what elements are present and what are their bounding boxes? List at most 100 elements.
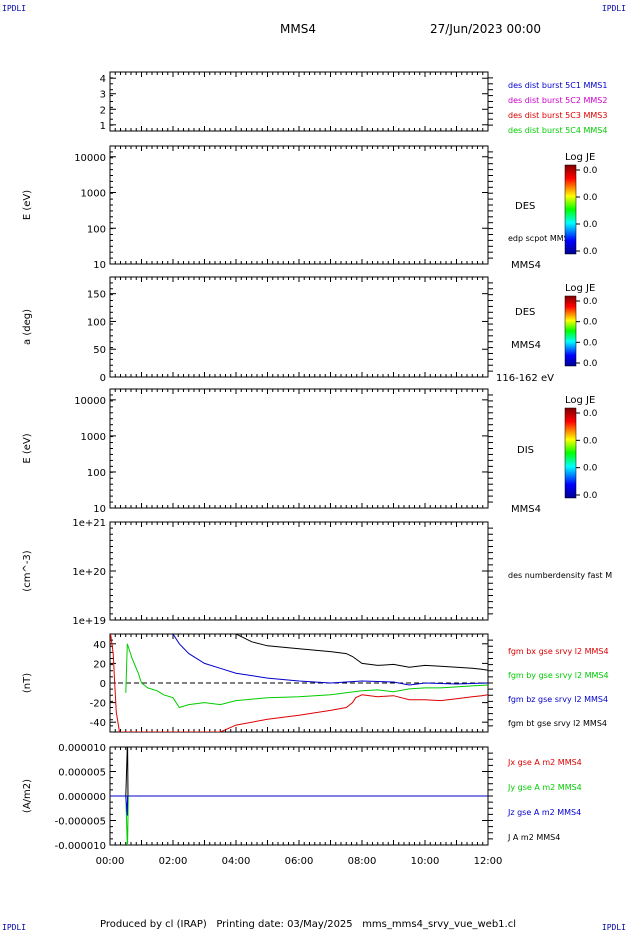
panel-2-ytick-label: 10 (93, 260, 106, 271)
panel-6-series-3 (172, 634, 488, 686)
panel-5-ytick-label: 1e+21 (72, 518, 106, 529)
panel-7-ylabel: (A/m2) (22, 779, 33, 813)
header-spacecraft: MMS4 (280, 22, 316, 36)
panel-5-legend-1: des numberdensity fast M (508, 571, 612, 580)
panel-3-colorbar-label: Log JE (565, 283, 595, 294)
corner-label-bottom-right: IPDLI (601, 923, 626, 932)
panel-3-side-label-2: MMS4 (511, 340, 541, 351)
panel-5-ylabel: (cm^-3) (22, 550, 33, 591)
panel-3-ytick-label: 100 (87, 317, 106, 328)
panel-2-ylabel: E (eV) (22, 190, 33, 220)
panel-4-ytick-label: 10 (93, 504, 106, 515)
header-date: 27/Jun/2023 00:00 (430, 22, 542, 36)
panel-6-series-4 (235, 634, 488, 671)
xtick-label: 00:00 (96, 856, 125, 867)
xtick-label: 04:00 (222, 856, 251, 867)
panel-3-colorbar-tick-label: 0.0 (583, 338, 598, 348)
panel-2-colorbar-label: Log JE (565, 152, 595, 163)
panel-7-legend-3: Jz gse A m2 MMS4 (507, 808, 581, 817)
panel-4-colorbar-label: Log JE (565, 395, 595, 406)
panel-2-colorbar-tick-label: 0.0 (583, 220, 598, 230)
panel-4-ytick-label: 100 (87, 468, 106, 479)
panel-1-legend-3: des dist burst 5C3 MMS3 (508, 111, 607, 120)
xtick-label: 02:00 (159, 856, 188, 867)
panel-4-side-label-2: MMS4 (511, 504, 541, 515)
panel-2-ytick-label: 10000 (74, 153, 106, 164)
panel-7-ytick-label: 0.000005 (58, 768, 106, 779)
panel-1-ytick-label: 4 (100, 74, 106, 85)
corner-label-bottom-left: IPDLI (2, 923, 27, 932)
panel-4-colorbar-tick-label: 0.0 (583, 436, 598, 446)
panel-7-ytick-label: 0.000010 (58, 743, 106, 754)
panel-5-frame (109, 521, 489, 621)
panel-6-series-1 (110, 634, 488, 732)
xtick-label: 10:00 (411, 856, 440, 867)
panel-2-side-label-1: DES (515, 201, 535, 212)
panel-3-ytick-label: 150 (87, 290, 106, 301)
panel-2-colorbar-tick-label: 0.0 (583, 166, 598, 176)
footer-text: Produced by cl (IRAP) Printing date: 03/… (100, 919, 517, 930)
panel-6-legend-1: fgm bx gse srvy l2 MMS4 (508, 647, 609, 656)
panel-1-legend-1: des dist burst 5C1 MMS1 (508, 81, 607, 90)
panel-7-ytick-label: -0.000005 (55, 817, 106, 828)
panel-6-ytick-label: 0 (100, 679, 106, 690)
panel-5-ytick-label: 1e+19 (72, 616, 106, 627)
xtick-label: 12:00 (474, 856, 503, 867)
panel-4-ytick-label: 1000 (81, 432, 106, 443)
panel-7-ytick-label: 0.000000 (58, 792, 106, 803)
xtick-label: 08:00 (348, 856, 377, 867)
panel-4-colorbar (564, 407, 577, 499)
panel-3-ytick-label: 50 (93, 345, 106, 356)
panel-3-colorbar-tick-label: 0.0 (583, 359, 598, 369)
panel-2-colorbar (564, 164, 577, 255)
panel-3-colorbar-tick-label: 0.0 (583, 318, 598, 328)
panel-7-legend-4: J A m2 MMS4 (507, 833, 560, 842)
xtick-label: 06:00 (285, 856, 314, 867)
panel-3-frame (109, 276, 489, 378)
panel-3-colorbar-tick-label: 0.0 (583, 297, 598, 307)
panel-4-frame (109, 388, 489, 509)
panel-1-frame (109, 71, 489, 132)
panel-2-frame (109, 145, 489, 265)
panel-2-colorbar-tick-label: 0.0 (583, 247, 598, 257)
panel-3-side-label-1: DES (515, 307, 535, 318)
panel-6-ytick-label: -40 (90, 718, 106, 729)
panel-3-ylabel: a (deg) (22, 309, 33, 345)
panel-6-series-2 (125, 643, 488, 709)
panel-2-side-label-2: edp scpot MMS4 (508, 234, 574, 243)
panel-7-legend-2: Jy gse A m2 MMS4 (507, 783, 582, 792)
panel-4-ytick-label: 10000 (74, 396, 106, 407)
panel-4-colorbar-tick-label: 0.0 (583, 491, 598, 501)
panel-3-colorbar (564, 295, 577, 367)
panel-3-ytick-label: 0 (100, 373, 106, 384)
panel-4-colorbar-tick-label: 0.0 (583, 409, 598, 419)
panel-4-colorbar-tick-label: 0.0 (583, 464, 598, 474)
panel-1-ytick-label: 3 (100, 90, 106, 101)
panel-1-legend-2: des dist burst 5C2 MMS2 (508, 96, 607, 105)
panel-6-legend-3: fgm bz gse srvy l2 MMS4 (508, 695, 608, 704)
panel-6-ytick-label: 20 (93, 659, 106, 670)
panel-4-ylabel: E (eV) (22, 433, 33, 463)
panel-2-ytick-label: 100 (87, 224, 106, 235)
panel-3-side-label-3: 116-162 eV (496, 373, 554, 384)
panel-2-colorbar-tick-label: 0.0 (583, 193, 598, 203)
panel-6-ytick-label: 40 (93, 640, 106, 651)
panel-7-legend-1: Jx gse A m2 MMS4 (507, 758, 582, 767)
corner-label-top-left: IPDLI (2, 4, 27, 13)
panel-1-ytick-label: 2 (100, 105, 106, 116)
panel-4-side-label-1: DIS (517, 445, 534, 456)
panel-1-ytick-label: 1 (100, 121, 106, 132)
panel-7-ytick-label: -0.000010 (55, 841, 106, 852)
panel-6-ytick-label: -20 (90, 699, 106, 710)
panel-7-series-2 (110, 795, 488, 845)
panel-1-legend-4: des dist burst 5C4 MMS4 (508, 126, 607, 135)
panel-6-legend-2: fgm by gse srvy l2 MMS4 (508, 671, 609, 680)
panel-7-series-3 (110, 795, 488, 816)
panel-6-legend-4: fgm bt gse srvy l2 MMS4 (508, 719, 607, 728)
corner-label-top-right: IPDLI (601, 4, 626, 13)
panel-6-ylabel: (nT) (22, 673, 33, 693)
panel-2-ytick-label: 1000 (81, 189, 106, 200)
panel-5-ytick-label: 1e+20 (72, 567, 106, 578)
panel-7-series-1 (110, 747, 488, 797)
